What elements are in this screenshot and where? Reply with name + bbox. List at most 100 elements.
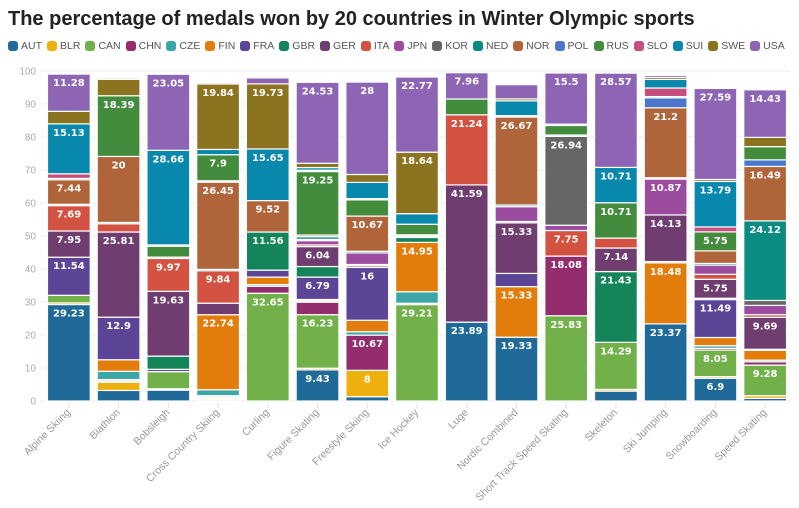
bar-segment-nor[interactable] [743, 165, 788, 222]
bar-segment-usa[interactable] [96, 77, 141, 80]
bar-segment-swe[interactable] [46, 110, 91, 125]
bar-segment-usa[interactable] [544, 72, 589, 125]
legend-item-aut[interactable]: AUT [8, 40, 42, 52]
bar-segment-fin[interactable] [743, 349, 788, 361]
legend-item-cze[interactable]: CZE [166, 40, 200, 52]
bar-segment-fra[interactable] [693, 298, 738, 339]
bar-segment-usa[interactable] [46, 73, 91, 112]
bar-segment-sui[interactable] [643, 78, 688, 89]
bar-segment-rus[interactable] [743, 146, 788, 161]
bar-segment-ita[interactable] [444, 114, 489, 186]
bar-segment-fin[interactable] [693, 336, 738, 347]
bar-segment-aut[interactable] [345, 396, 390, 402]
legend-item-chn[interactable]: CHN [125, 40, 161, 52]
bar-segment-ita[interactable] [196, 270, 241, 304]
legend-item-swe[interactable]: SWE [708, 40, 745, 52]
bar-segment-ger[interactable] [196, 302, 241, 316]
bar-segment-cze[interactable] [395, 291, 439, 304]
bar-segment-sui[interactable] [245, 148, 290, 202]
bar-segment-usa[interactable] [245, 77, 290, 85]
bar-segment-jpn[interactable] [494, 206, 539, 223]
bar-segment-fin[interactable] [96, 359, 141, 372]
bar-segment-chn[interactable] [245, 285, 290, 294]
bar-segment-jpn[interactable] [544, 224, 589, 232]
bar-segment-ger[interactable] [643, 214, 688, 263]
bar-segment-fin[interactable] [245, 276, 290, 286]
bar-segment-jpn[interactable] [295, 240, 340, 246]
bar-segment-slo[interactable] [643, 87, 688, 98]
bar-segment-rus[interactable] [395, 223, 439, 236]
bar-segment-ita[interactable] [96, 223, 141, 233]
bar-segment-aut[interactable] [46, 303, 91, 402]
bar-segment-ned[interactable] [743, 220, 788, 302]
legend-item-rus[interactable]: RUS [593, 40, 629, 52]
bar-segment-nor[interactable] [345, 215, 390, 252]
bar-segment-ger[interactable] [743, 316, 788, 350]
bar-segment-can[interactable] [295, 314, 340, 369]
bar-segment-cze[interactable] [96, 370, 141, 381]
legend-item-blr[interactable]: BLR [47, 40, 80, 52]
bar-segment-aut[interactable] [593, 390, 638, 402]
bar-segment-can[interactable] [743, 364, 788, 397]
bar-segment-ita[interactable] [593, 237, 638, 249]
legend-item-gbr[interactable]: GBR [279, 40, 315, 52]
bar-segment-nor[interactable] [693, 250, 738, 265]
bar-segment-nor[interactable] [196, 181, 241, 270]
bar-segment-fra[interactable] [245, 269, 290, 278]
bar-segment-nor[interactable] [494, 116, 539, 206]
bar-segment-jpn[interactable] [743, 304, 788, 316]
legend-item-ger[interactable]: GER [320, 40, 356, 52]
bar-segment-usa[interactable] [444, 72, 489, 100]
bar-segment-aut[interactable] [295, 369, 340, 402]
bar-segment-gbr[interactable] [295, 265, 340, 278]
legend-item-slo[interactable]: SLO [633, 40, 668, 52]
bar-segment-sui[interactable] [593, 166, 638, 204]
legend-item-jpn[interactable]: JPN [394, 40, 427, 52]
bar-segment-blr[interactable] [345, 369, 390, 398]
bar-segment-gbr[interactable] [245, 231, 290, 271]
bar-segment-swe[interactable] [295, 162, 340, 169]
bar-segment-can[interactable] [146, 371, 191, 390]
bar-segment-can[interactable] [593, 341, 638, 391]
bar-segment-ger[interactable] [146, 290, 191, 357]
bar-segment-swe[interactable] [743, 136, 788, 148]
bar-segment-usa[interactable] [693, 87, 738, 181]
bar-segment-slo[interactable] [46, 173, 91, 180]
bar-segment-ita[interactable] [146, 257, 191, 292]
bar-segment-sui[interactable] [494, 100, 539, 117]
bar-segment-can[interactable] [245, 292, 290, 402]
legend-item-kor[interactable]: KOR [432, 40, 468, 52]
bar-segment-swe[interactable] [96, 78, 141, 97]
legend-item-nor[interactable]: NOR [513, 40, 550, 52]
legend-item-ita[interactable]: ITA [360, 40, 389, 52]
bar-segment-aut[interactable] [444, 321, 489, 402]
bar-segment-fin[interactable] [196, 314, 241, 391]
bar-segment-usa[interactable] [743, 89, 788, 138]
bar-segment-pol[interactable] [743, 159, 788, 168]
bar-segment-rus[interactable] [196, 154, 241, 182]
bar-segment-swe[interactable] [395, 151, 439, 215]
bar-segment-rus[interactable] [96, 95, 141, 158]
bar-segment-can[interactable] [544, 315, 589, 402]
bar-segment-jpn[interactable] [643, 178, 688, 216]
bar-segment-rus[interactable] [295, 170, 340, 236]
bar-segment-sui[interactable] [345, 181, 390, 200]
bar-segment-nor[interactable] [46, 179, 91, 205]
legend-item-fin[interactable]: FIN [205, 40, 235, 52]
bar-segment-ger[interactable] [494, 222, 539, 275]
bar-segment-rus[interactable] [544, 124, 589, 136]
bar-segment-usa[interactable] [494, 84, 539, 100]
bar-segment-jpn[interactable] [693, 264, 738, 275]
bar-segment-rus[interactable] [593, 202, 638, 239]
bar-segment-ita[interactable] [46, 205, 91, 232]
bar-segment-gbr[interactable] [146, 355, 191, 370]
bar-segment-can[interactable] [693, 349, 738, 378]
bar-segment-ita[interactable] [544, 229, 589, 257]
bar-segment-usa[interactable] [295, 81, 340, 164]
bar-segment-kor[interactable] [544, 135, 589, 226]
bar-segment-swe[interactable] [196, 83, 241, 151]
bar-segment-slo[interactable] [693, 226, 738, 233]
bar-segment-sui[interactable] [395, 213, 439, 225]
bar-segment-aut[interactable] [96, 389, 141, 402]
bar-segment-blr[interactable] [96, 381, 141, 392]
